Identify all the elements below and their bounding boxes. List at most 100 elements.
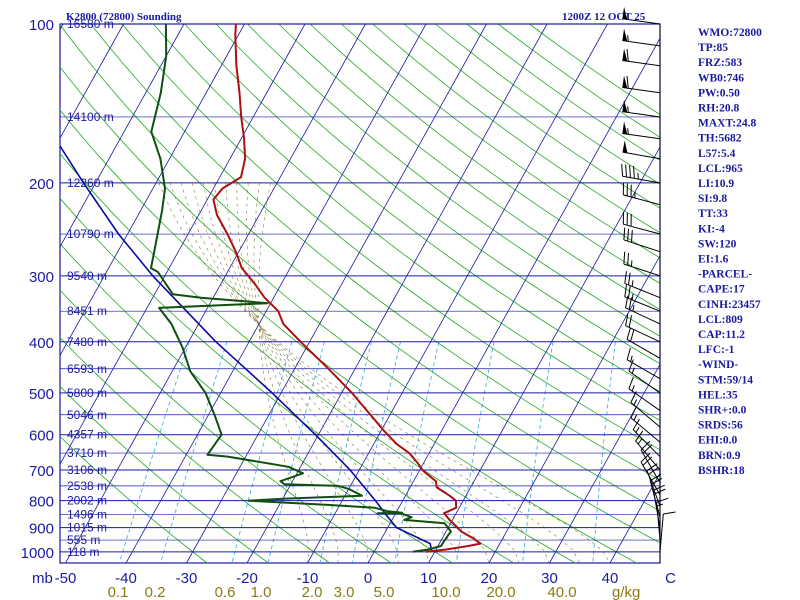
wind-barb-staff (622, 40, 661, 47)
wind-barb-pennant (622, 75, 628, 89)
pressure-tick-label: 900 (29, 521, 54, 538)
wind-barb-pennant (622, 6, 628, 20)
wind-barb-flag (650, 477, 663, 485)
height-labels: 16580 m 14100 m 12260 m 10790 m 9540 m 8451 m… (67, 17, 114, 559)
wind-barb-flag (635, 430, 644, 442)
sounding-index-item: WMO:72800 (698, 27, 762, 39)
sounding-index-item: WB0:746 (698, 72, 744, 84)
wind-barb-half-flag (633, 414, 638, 421)
moist-adiabat-line (203, 182, 490, 564)
wind-barb-flag (648, 467, 659, 475)
wind-barb-staff (626, 359, 661, 380)
dry-adiabat-line (121, 23, 661, 451)
isotherm-line (367, 38, 661, 564)
wind-barb (623, 251, 661, 277)
sounding-index-item: SRDS:56 (698, 420, 743, 432)
wind-barb (659, 511, 676, 552)
moist-adiabat-line (158, 182, 611, 564)
sounding-index-item: SHR+:0.0 (698, 405, 747, 417)
wind-barb-pennant (622, 28, 628, 42)
isotherm-line (307, 23, 608, 564)
mixing-ratio-tick-label: 10.0 (431, 584, 460, 600)
height-label: 118 m (67, 545, 99, 559)
wind-barb-half-flag (630, 355, 633, 362)
parcel-trace (59, 145, 433, 552)
wind-barb-staff (632, 429, 661, 457)
isotherm-line (59, 23, 245, 356)
dry-adiabat-line (278, 23, 661, 310)
wind-barb-staff (659, 513, 664, 552)
sounding-index-item: MAXT:24.8 (698, 118, 756, 130)
wind-barb-staff (624, 296, 661, 312)
wind-barb (625, 313, 661, 343)
wind-barb-flag (642, 456, 653, 466)
isotherm-line (59, 23, 64, 30)
mixing-ratio-line (160, 341, 228, 564)
sounding-index-item: L57:5.4 (698, 148, 736, 160)
wind-barb-half-flag (633, 399, 638, 406)
sounding-index-item: -WIND- (698, 359, 738, 371)
pressure-tick-label: 700 (29, 463, 54, 480)
wind-barb-flag (627, 252, 630, 266)
wind-barb-flag (649, 474, 662, 481)
height-label: 2002 m (67, 494, 107, 508)
wind-barb-flag (646, 463, 658, 472)
height-label: 3106 m (67, 463, 107, 477)
dry-adiabat-line (59, 337, 331, 564)
mixing-ratio-tick-label: 1.0 (251, 584, 272, 600)
wind-barb-flag (630, 230, 633, 243)
wind-barb-flag (653, 484, 665, 491)
dry-adiabat-line (90, 23, 661, 481)
height-label: 8451 m (67, 304, 107, 318)
isotherm-line (65, 23, 366, 564)
wind-barb-staff (622, 87, 661, 94)
dry-adiabat-line (529, 23, 661, 115)
wind-barb-flag (621, 163, 624, 177)
moist-adiabat-line (214, 182, 460, 564)
wind-barb-half-flag (627, 35, 629, 42)
wind-barb-staff (630, 417, 661, 443)
moist-adiabat-line (253, 182, 339, 564)
mixing-ratio-tick-label: 0.2 (145, 584, 166, 600)
wind-barb (624, 271, 661, 299)
wind-barb (632, 418, 661, 457)
plot-frame (59, 23, 661, 564)
wind-barb (628, 359, 661, 394)
height-label: 12260 m (67, 176, 114, 190)
pressure-tick-label: 200 (29, 176, 54, 193)
wind-barb-flag (625, 313, 629, 326)
wind-barb-pennant (622, 48, 628, 62)
wind-barb-half-flag (656, 503, 664, 507)
sounding-index-item: EI:1.6 (698, 254, 729, 266)
temperature-tick-label: -10 (297, 570, 319, 587)
sounding-index-item: LCL:965 (698, 163, 743, 175)
wind-barb-staff (625, 325, 661, 343)
height-label: 2538 m (67, 479, 107, 493)
wind-barb-flag (626, 48, 629, 62)
sounding-traces (59, 23, 482, 553)
temperature-tick-label: -50 (55, 570, 77, 587)
height-label: 1496 m (67, 508, 107, 522)
mixing-ratio-tick-label: 3.0 (334, 584, 355, 600)
dry-adiabat-line (59, 243, 453, 564)
height-label: 4357 m (67, 428, 107, 442)
sounding-index-item: SI:9.8 (698, 193, 727, 205)
sounding-indices: WMO:72800 TP:85 FRZ:583 WB0:746 PW:0.50 RH:20… (698, 27, 762, 477)
wind-barb-flag (626, 347, 631, 360)
sounding-index-item: LCL:809 (698, 314, 743, 326)
wind-barb (630, 406, 661, 443)
wind-barb (622, 140, 661, 160)
pressure-tick-label: 100 (29, 17, 54, 34)
temperature-tick-label: 20 (481, 570, 498, 587)
wind-barb (640, 452, 661, 496)
wind-barb-pennant (622, 99, 628, 113)
pressure-tick-label: 1000 (21, 545, 54, 562)
wind-barb (630, 391, 661, 428)
sounding-index-item: CAP:11.2 (698, 329, 745, 341)
sounding-index-item: BRN:0.9 (698, 450, 741, 462)
wind-barb-flag (628, 297, 633, 310)
temperature-tick-label: 0 (364, 570, 372, 587)
temperature-axis-labels: mb -50 -40 -30 -20 -10 0 10 20 30 40 C (32, 570, 676, 587)
